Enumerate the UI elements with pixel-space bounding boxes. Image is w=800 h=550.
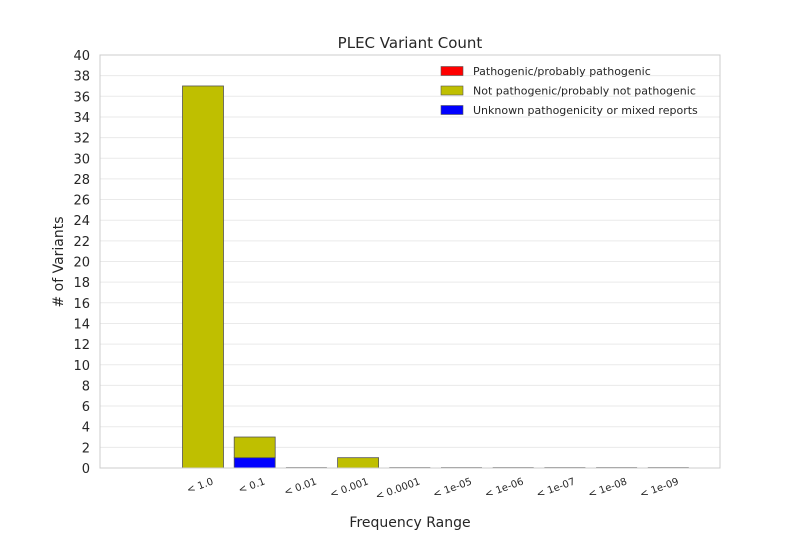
y-tick-label: 24 — [73, 214, 90, 229]
bar-segment — [233, 457, 276, 469]
y-tick-label: 34 — [73, 111, 90, 126]
chart-title: PLEC Variant Count — [338, 34, 483, 52]
y-tick-label: 4 — [82, 421, 90, 436]
legend-label: Not pathogenic/probably not pathogenic — [473, 85, 696, 98]
y-tick-label: 18 — [73, 276, 90, 291]
y-axis-title: # of Variants — [51, 216, 67, 307]
legend-swatch — [440, 66, 464, 76]
legend: Pathogenic/probably pathogenic Not pathog… — [440, 65, 698, 117]
y-tick-label: 36 — [73, 90, 90, 105]
plot-frame — [99, 54, 721, 469]
y-tick-label: 6 — [82, 400, 90, 415]
bar-segment — [182, 85, 224, 469]
y-tick-label: 26 — [73, 194, 90, 209]
y-tick-label: 38 — [73, 70, 90, 85]
y-tick-label: 32 — [73, 132, 90, 147]
y-tick-label: 0 — [82, 462, 90, 477]
y-tick-label: 2 — [82, 441, 90, 456]
legend-swatch — [440, 105, 464, 115]
y-tick-label: 12 — [73, 338, 90, 353]
y-tick-label: 14 — [73, 317, 90, 332]
bars — [182, 85, 689, 469]
y-tick-label: 40 — [73, 49, 90, 64]
bar-segment — [233, 436, 276, 459]
y-tick-label: 30 — [73, 152, 90, 167]
x-axis-title: Frequency Range — [349, 515, 470, 531]
y-tick-label: 16 — [73, 297, 90, 312]
bar-segment — [337, 457, 380, 469]
y-tick-label: 8 — [82, 379, 90, 394]
legend-label: Unknown pathogenicity or mixed reports — [473, 104, 698, 117]
y-tick-label: 10 — [73, 359, 90, 374]
y-tick-label: 20 — [73, 256, 90, 271]
y-tick-label: 22 — [73, 235, 90, 250]
legend-label: Pathogenic/probably pathogenic — [473, 65, 651, 78]
y-tick-label: 28 — [73, 173, 90, 188]
legend-swatch — [440, 85, 464, 96]
